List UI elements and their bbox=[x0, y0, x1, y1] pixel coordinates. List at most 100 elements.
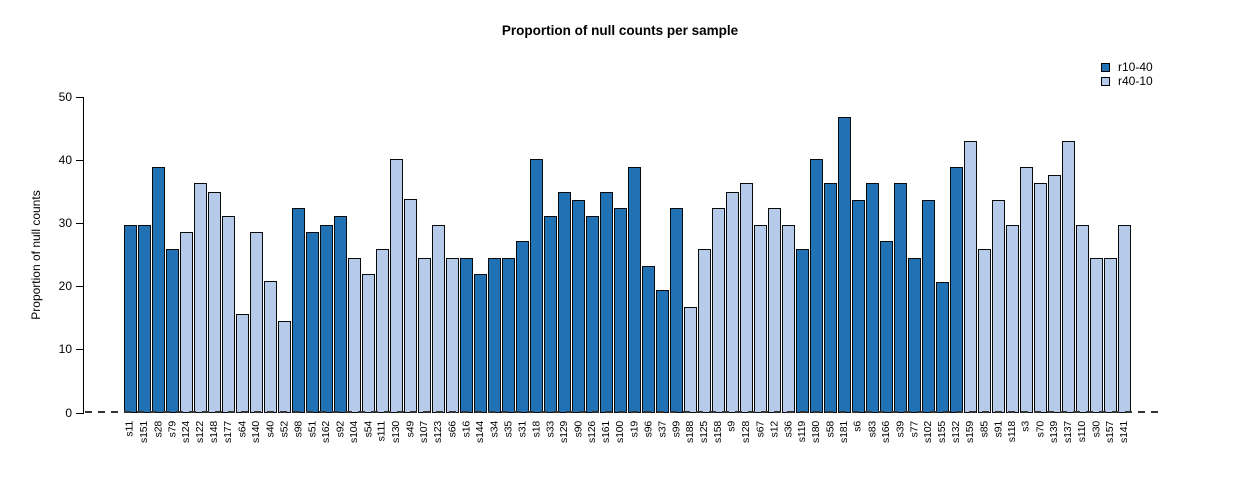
x-label-s137: s137 bbox=[1061, 421, 1074, 443]
legend-swatch-icon bbox=[1101, 76, 1110, 86]
x-label-s139: s139 bbox=[1047, 421, 1060, 443]
bar-s128 bbox=[740, 183, 753, 413]
bar-s83 bbox=[866, 183, 879, 413]
x-label-s128: s128 bbox=[739, 421, 752, 443]
x-label-s111: s111 bbox=[375, 421, 388, 442]
legend-label: r40-10 bbox=[1118, 73, 1153, 88]
x-label-s28: s28 bbox=[151, 421, 164, 438]
x-label-s31: s31 bbox=[515, 421, 528, 438]
x-label-s100: s100 bbox=[613, 421, 626, 443]
bar-s58 bbox=[824, 183, 837, 413]
y-tick bbox=[76, 96, 83, 98]
x-label-s52: s52 bbox=[277, 421, 290, 438]
x-label-s123: s123 bbox=[431, 421, 444, 443]
bar-s16 bbox=[460, 257, 473, 413]
bar-s64 bbox=[236, 314, 249, 413]
x-label-s180: s180 bbox=[809, 421, 822, 443]
x-label-s11: s11 bbox=[123, 421, 136, 437]
bar-s70 bbox=[1034, 183, 1047, 413]
bar-s36 bbox=[782, 224, 795, 413]
zero-baseline-dashed bbox=[85, 411, 1163, 413]
x-label-s107: s107 bbox=[417, 421, 430, 443]
x-label-s3: s3 bbox=[1019, 421, 1032, 432]
x-label-s37: s37 bbox=[655, 421, 668, 438]
x-label-s40: s40 bbox=[263, 421, 276, 438]
bar-s129 bbox=[558, 191, 571, 413]
bar-s126 bbox=[586, 215, 599, 413]
x-label-s70: s70 bbox=[1033, 421, 1046, 438]
bar-s40 bbox=[264, 280, 277, 413]
x-label-s64: s64 bbox=[235, 421, 248, 438]
x-label-s110: s110 bbox=[1075, 421, 1088, 443]
x-label-s140: s140 bbox=[249, 421, 262, 443]
y-tick bbox=[76, 222, 83, 224]
y-tick-label: 30 bbox=[58, 215, 72, 230]
x-label-s162: s162 bbox=[319, 421, 332, 443]
bar-s79 bbox=[166, 248, 179, 413]
bar-s130 bbox=[390, 158, 403, 413]
x-label-s144: s144 bbox=[473, 421, 486, 443]
x-label-s148: s148 bbox=[207, 421, 220, 443]
legend-item-r40-10: r40-10 bbox=[1101, 74, 1153, 88]
x-label-s49: s49 bbox=[403, 421, 416, 438]
x-label-s104: s104 bbox=[347, 421, 360, 443]
x-label-s98: s98 bbox=[291, 421, 304, 438]
y-tick bbox=[76, 349, 83, 351]
bar-s188 bbox=[684, 306, 697, 413]
x-label-s130: s130 bbox=[389, 421, 402, 443]
x-label-s159: s159 bbox=[963, 421, 976, 443]
bar-s77 bbox=[908, 257, 921, 413]
bar-s30 bbox=[1090, 257, 1103, 413]
bar-s18 bbox=[530, 158, 543, 413]
x-label-s118: s118 bbox=[1005, 421, 1018, 443]
y-tick-label: 50 bbox=[58, 89, 72, 104]
bar-s161 bbox=[600, 191, 613, 413]
bar-s11 bbox=[124, 224, 137, 413]
bar-s140 bbox=[250, 232, 263, 413]
x-label-s39: s39 bbox=[893, 421, 906, 438]
legend-item-r10-40: r10-40 bbox=[1101, 60, 1153, 74]
bar-s31 bbox=[516, 240, 529, 413]
bar-s118 bbox=[1006, 224, 1019, 413]
x-label-s157: s157 bbox=[1103, 421, 1116, 443]
x-label-s85: s85 bbox=[977, 421, 990, 438]
bar-s125 bbox=[698, 248, 711, 413]
x-label-s188: s188 bbox=[683, 421, 696, 443]
bar-s66 bbox=[446, 257, 459, 413]
x-label-s33: s33 bbox=[543, 421, 556, 438]
x-label-s181: s181 bbox=[837, 421, 850, 443]
x-label-s91: s91 bbox=[991, 421, 1004, 438]
bar-s67 bbox=[754, 224, 767, 413]
x-label-s66: s66 bbox=[445, 421, 458, 438]
x-label-s158: s158 bbox=[711, 421, 724, 443]
x-label-s126: s126 bbox=[585, 421, 598, 443]
y-axis-line bbox=[83, 97, 84, 414]
bar-s166 bbox=[880, 240, 893, 413]
x-label-s92: s92 bbox=[333, 421, 346, 438]
bar-s35 bbox=[502, 257, 515, 413]
x-label-s34: s34 bbox=[487, 421, 500, 438]
y-tick bbox=[76, 412, 83, 414]
bar-s162 bbox=[320, 224, 333, 413]
x-label-s54: s54 bbox=[361, 421, 374, 438]
bar-s98 bbox=[292, 207, 305, 413]
x-label-s90: s90 bbox=[571, 421, 584, 438]
x-label-s102: s102 bbox=[921, 421, 934, 443]
x-label-s129: s129 bbox=[557, 421, 570, 443]
x-label-s161: s161 bbox=[599, 421, 612, 443]
bar-s177 bbox=[222, 215, 235, 413]
bar-s104 bbox=[348, 257, 361, 413]
x-label-s99: s99 bbox=[669, 421, 682, 438]
y-tick-label: 20 bbox=[58, 279, 72, 294]
x-label-s51: s51 bbox=[305, 421, 318, 438]
legend-swatch-icon bbox=[1101, 62, 1110, 72]
x-label-s6: s6 bbox=[851, 421, 864, 432]
chart-title: Proportion of null counts per sample bbox=[501, 23, 739, 38]
x-label-s67: s67 bbox=[753, 421, 766, 438]
bar-s102 bbox=[922, 200, 935, 413]
x-label-s12: s12 bbox=[767, 421, 780, 438]
bar-s92 bbox=[334, 215, 347, 413]
x-label-s96: s96 bbox=[641, 421, 654, 438]
y-tick bbox=[76, 159, 83, 161]
legend: r10-40 r40-10 bbox=[1101, 60, 1153, 88]
